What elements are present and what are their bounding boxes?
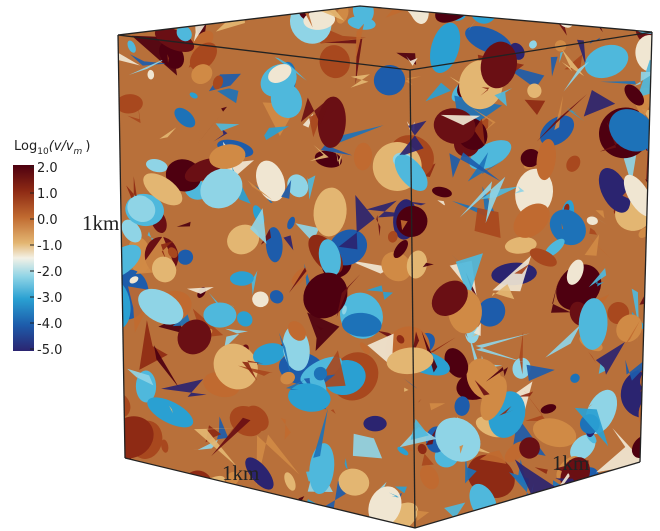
fracture-disc: [596, 484, 652, 528]
fracture-plane: [463, 513, 477, 526]
fracture-plane: [117, 459, 137, 477]
fracture-plane: [114, 473, 135, 477]
fracture-plane: [648, 288, 660, 308]
fracture-plane: [108, 473, 119, 498]
fracture-plane: [270, 498, 280, 520]
axis-label-front: 1km: [222, 461, 259, 485]
fracture-plane: [612, 10, 626, 17]
axis-label-left: 1km: [82, 211, 119, 235]
colorbar-tick-label: -3.0: [37, 291, 62, 306]
fracture-disc: [334, 519, 344, 531]
fracture-disc: [102, 267, 120, 284]
fracture-plane: [101, 311, 116, 345]
figure: 1km 1km 1km Log10(v/vm) 2.0 1.0 0.0 -1.0 -2.…: [0, 0, 660, 531]
fracture-disc: [240, 498, 293, 531]
fracture-plane: [95, 471, 141, 486]
fracture-disc: [512, 505, 538, 531]
colorbar-tick-label: 1.0: [37, 187, 58, 202]
fracture-plane: [631, 20, 646, 30]
title-arg-sub: m: [74, 147, 83, 157]
fracture-disc: [87, 464, 132, 513]
fracture-disc: [363, 416, 386, 432]
colorbar-ticks: 2.0 1.0 0.0 -1.0 -2.0 -3.0 -4.0 -5.0: [30, 161, 62, 358]
fracture-disc: [203, 302, 236, 327]
fracture-disc: [111, 500, 152, 531]
fracture-disc: [151, 3, 173, 16]
fracture-disc: [106, 435, 118, 446]
fracture-plane: [640, 373, 660, 392]
colorbar-tick-label: -4.0: [37, 317, 62, 332]
title-arg: (v/v: [49, 139, 74, 154]
fracture-disc: [584, 502, 592, 512]
colorbar-tick-label: 0.0: [37, 213, 58, 228]
fracture-plane: [653, 364, 660, 368]
colorbar-tick-label: -5.0: [37, 343, 62, 358]
fracture-disc: [126, 477, 149, 499]
axis-label-right: 1km: [552, 451, 589, 475]
fracture-disc: [173, 499, 185, 507]
fracture-plane: [646, 209, 660, 242]
fracture-disc: [121, 488, 185, 531]
colorbar-tick-label: -1.0: [37, 239, 62, 254]
fracture-plane: [590, 477, 626, 529]
fracture-plane: [111, 516, 126, 523]
fracture-plane: [626, 503, 632, 513]
fracture-plane: [217, 9, 225, 16]
fracture-plane: [359, 518, 368, 528]
colorbar-title: Log10(v/vm): [14, 139, 90, 157]
colorbar-tick-label: -2.0: [37, 265, 62, 280]
title-sub: 10: [37, 147, 49, 157]
title-base: Log: [14, 139, 37, 154]
fracture-plane: [564, 485, 580, 512]
fracture-plane: [156, 472, 198, 509]
fracture-plane: [554, 4, 570, 19]
title-close: ): [85, 139, 90, 154]
fracture-plane: [151, 14, 161, 21]
fracture-plane: [113, 491, 117, 522]
fracture-plane: [542, 0, 582, 12]
fracture-plane: [588, 507, 624, 531]
colorbar-tick-label: 2.0: [37, 161, 58, 176]
fracture-plane: [645, 448, 657, 455]
